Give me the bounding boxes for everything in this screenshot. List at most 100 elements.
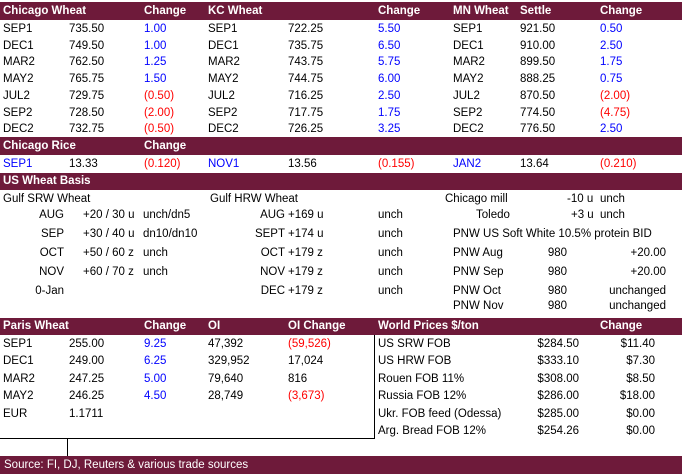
futures-row: SEP1 735.50 1.00 SEP1 722.25 5.50 SEP1 921.50 0.…: [0, 20, 682, 38]
world-change: $18.00: [619, 390, 655, 403]
chicago-month: SEP1: [3, 23, 33, 35]
mn-month: MAR2: [453, 56, 485, 69]
kc-change: 5.75: [378, 56, 401, 69]
world-price: $254.26: [537, 425, 579, 437]
chicago-change: 1.50: [144, 73, 167, 86]
divider-horizontal: [0, 438, 375, 439]
world-change: $8.50: [626, 372, 655, 385]
world-change: $0.00: [626, 407, 655, 420]
basis-row: OCT +50 / 60 z unch OCT +179 z unch PNW Aug 980…: [0, 244, 682, 262]
srw-change: dn10/dn10: [143, 228, 198, 240]
hrw-month: OCT: [260, 247, 285, 259]
hrw-change: unch: [378, 285, 403, 297]
mn-month: MAY2: [453, 73, 484, 86]
kc-price: 744.75: [288, 73, 324, 86]
toledo-value: +3 u: [571, 209, 594, 221]
pnw-change: unchanged: [609, 300, 666, 312]
mn-change-header: Change: [600, 5, 643, 17]
srw-title: Gulf SRW Wheat: [3, 193, 91, 205]
source-note: Source: FI, DJ, Reuters & various trade …: [4, 459, 249, 471]
world-change: $11.40: [620, 338, 655, 350]
eur-value: 1.1711: [69, 407, 104, 420]
hrw-change: unch: [378, 209, 403, 221]
kc-price: 743.75: [288, 56, 324, 69]
pnw-change: unchanged: [609, 285, 666, 297]
chicago-month: JUL2: [3, 89, 30, 102]
kc-change: 2.50: [378, 89, 401, 102]
chicago-price: 735.50: [69, 23, 105, 35]
rice-month-2: NOV1: [208, 158, 240, 170]
kc-price: 735.75: [288, 39, 324, 52]
mn-month: JUL2: [453, 89, 480, 102]
chicago-change-header: Change: [144, 5, 187, 17]
mn-change: 2.50: [600, 39, 623, 52]
hrw-change: unch: [378, 247, 403, 259]
rice-change-2: (0.155): [378, 158, 415, 170]
kc-price: 716.25: [288, 89, 324, 102]
kc-price: 726.25: [288, 123, 324, 136]
futures-row: DEC2 732.75 (0.50) DEC2 726.25 3.25 DEC2 776.50…: [0, 120, 682, 138]
kc-month: MAY2: [208, 73, 239, 86]
kc-month: DEC2: [208, 123, 239, 136]
world-change-header: Change: [600, 320, 643, 332]
mn-settle-header: Settle: [520, 5, 552, 17]
world-price: $285.00: [537, 407, 579, 420]
paris-oi-header: OI: [208, 320, 221, 332]
pnw-month: PNW Sep: [453, 266, 504, 278]
mn-price: 870.50: [520, 89, 556, 102]
eur-row: EUR 1.1711: [0, 405, 682, 423]
paris-change-header: Change: [144, 320, 187, 332]
srw-change: unch: [143, 266, 168, 278]
world-name: Russia FOB 12%: [378, 390, 467, 403]
world-name: US HRW FOB: [378, 355, 452, 368]
basis-row: 0-Jan DEC +179 z unch PNW Oct 980 unchanged: [0, 282, 682, 300]
mn-price: 910.00: [520, 39, 556, 52]
kc-month: DEC1: [208, 39, 239, 52]
chicago-change: (2.00): [144, 106, 175, 119]
futures-row: MAR2 762.50 1.25 MAR2 743.75 5.75 MAR2 899.50 1.…: [0, 53, 682, 71]
paris-price: 249.00: [69, 355, 105, 368]
srw-month: AUG: [39, 209, 64, 221]
mn-price: 888.25: [520, 73, 556, 86]
chicago-month: DEC2: [3, 123, 34, 136]
hrw-basis: +174 u: [288, 228, 324, 240]
pnw-title: PNW US Soft White 10.5% protein BID: [453, 228, 652, 240]
hrw-basis: +179 z: [288, 247, 323, 259]
paris-change: 9.25: [144, 338, 167, 350]
basis-subheader-row: Gulf SRW Wheat Gulf HRW Wheat Chicago mi…: [0, 190, 682, 208]
kc-change: 1.75: [378, 106, 401, 119]
chicago-month: MAY2: [3, 73, 34, 86]
chicago-price: 749.50: [69, 39, 105, 52]
rice-price-2: 13.56: [288, 158, 317, 170]
world-price: $284.50: [537, 338, 579, 350]
rice-change-header: Change: [144, 140, 187, 152]
world-price: $333.10: [537, 355, 579, 368]
chicago-change: 1.00: [144, 23, 167, 35]
srw-month: NOV: [39, 266, 64, 278]
paris-row: SEP1 255.00 9.25 47,392 (59,526): [0, 335, 682, 353]
chicago-month: MAR2: [3, 56, 35, 69]
kc-change-header: Change: [378, 5, 421, 17]
world-prices-title: World Prices $/ton: [378, 320, 479, 332]
kc-month: JUL2: [208, 89, 235, 102]
paris-row: MAY2 246.25 4.50 28,749 (3,673): [0, 387, 682, 405]
paris-month: DEC1: [3, 355, 34, 368]
chicago-mill-change: unch: [600, 193, 625, 205]
hrw-change: unch: [378, 266, 403, 278]
world-price: $308.00: [537, 372, 579, 385]
world-name: Ukr. FOB feed (Odessa): [378, 407, 502, 420]
rice-row: SEP1 13.33 (0.120) NOV1 13.56 (0.155) JA…: [0, 155, 682, 173]
divider-small: [67, 438, 68, 456]
kc-change: 6.50: [378, 39, 401, 52]
basis-row: PNW Nov 980 unchanged: [0, 297, 682, 315]
world-name: Rouen FOB 11%: [378, 372, 465, 385]
world-change: $0.00: [626, 425, 655, 437]
pnw-month: PNW Nov: [453, 300, 504, 312]
srw-change: unch/dn5: [143, 209, 191, 221]
hrw-change: unch: [378, 228, 403, 240]
chicago-price: 729.75: [69, 89, 105, 102]
rice-price-1: 13.33: [69, 158, 98, 170]
chicago-price: 728.50: [69, 106, 105, 119]
kc-month: MAR2: [208, 56, 240, 69]
srw-change: unch: [143, 247, 168, 259]
